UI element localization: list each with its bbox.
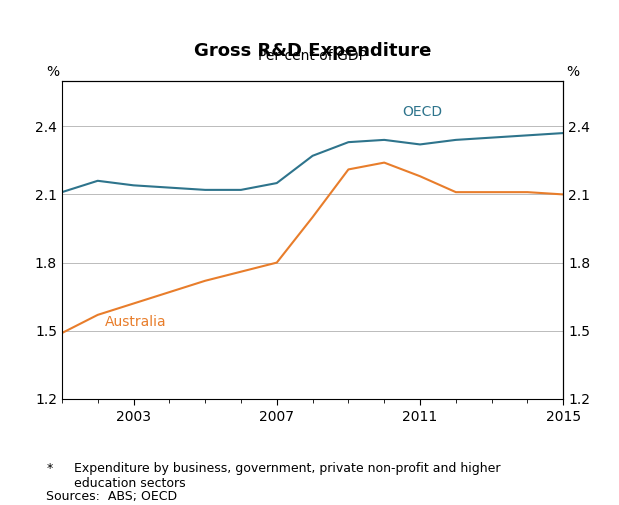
Text: %: % bbox=[566, 65, 579, 79]
Text: *: * bbox=[46, 462, 53, 475]
Text: %: % bbox=[46, 65, 59, 79]
Text: Australia: Australia bbox=[105, 315, 167, 329]
Text: OECD: OECD bbox=[402, 106, 442, 120]
Text: Per cent of GDP: Per cent of GDP bbox=[258, 49, 367, 63]
Title: Gross R&D Expenditure: Gross R&D Expenditure bbox=[194, 42, 431, 60]
Text: Expenditure by business, government, private non-profit and higher
education sec: Expenditure by business, government, pri… bbox=[74, 462, 501, 490]
Text: Sources:  ABS; OECD: Sources: ABS; OECD bbox=[46, 490, 178, 503]
